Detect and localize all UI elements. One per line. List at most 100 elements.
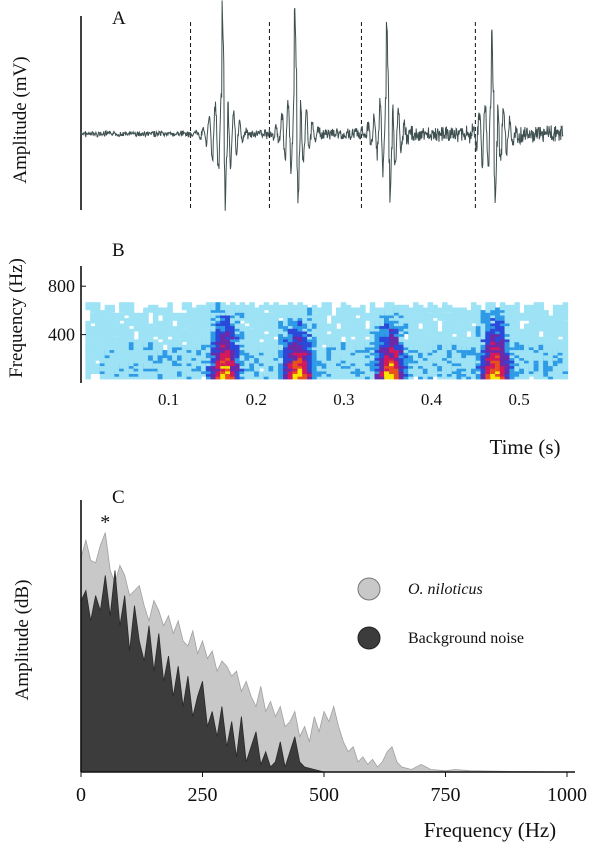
spectrogram-cell: [369, 307, 376, 316]
spectrogram-cell: [422, 366, 429, 374]
spectrogram-cell: [311, 320, 318, 329]
spectrogram-cell: [172, 326, 178, 335]
spectrogram-cell: [143, 307, 149, 316]
spectrogram-cell: [446, 360, 453, 369]
spectrogram-cell: [456, 326, 462, 335]
panel-c-ylabel: Amplitude (dB): [12, 580, 33, 701]
spectrogram-cell: [123, 318, 130, 327]
panel-b-heatmap: [85, 302, 569, 380]
spectrogram-cell: [114, 312, 120, 321]
spectrogram-cell: [557, 304, 564, 313]
spectrogram-cell: [446, 336, 453, 345]
spectrogram-cell: [451, 371, 458, 380]
spectrogram-cell: [514, 323, 520, 332]
spectrogram-cell: [258, 312, 265, 321]
spectrogram-cell: [104, 334, 111, 343]
spectrogram-cell: [374, 318, 381, 327]
spectrogram-cell: [543, 326, 549, 335]
spectrogram-cell: [196, 347, 202, 356]
spectrogram-cell: [133, 320, 140, 329]
panel-c-xticks: 0 250 500 750 1000: [76, 772, 587, 806]
spectrogram-cell: [422, 320, 429, 329]
spectrogram-cell: [95, 320, 101, 329]
spectrogram-cell: [85, 363, 91, 372]
xtick-label: 1000: [547, 784, 587, 806]
spectrogram-cell: [114, 363, 120, 372]
spectrogram-cell: [336, 315, 342, 324]
spectrogram-cell: [254, 347, 260, 356]
spectrogram-cell: [456, 339, 462, 348]
spectrogram-cell: [451, 363, 458, 372]
spectrogram-cell: [408, 320, 414, 329]
spectrogram-cell: [167, 315, 173, 324]
spectrogram-cell: [258, 304, 265, 313]
spectrogram-cell: [181, 302, 188, 311]
spectrogram-cell: [321, 315, 328, 324]
spectrogram-cell: [552, 312, 559, 321]
spectrogram-cell: [258, 326, 265, 335]
spectrogram-cell: [471, 302, 477, 311]
spectrogram-cell: [181, 318, 188, 327]
spectrogram-cell: [552, 334, 559, 343]
spectrogram-cell: [321, 336, 328, 345]
spectrogram-cell: [331, 315, 337, 324]
spectrogram-cell: [533, 312, 540, 321]
spectrogram-cell: [201, 350, 207, 359]
spectrogram-cell: [230, 302, 236, 311]
spectrogram-cell: [167, 307, 173, 316]
spectrogram-cell: [446, 350, 453, 359]
spectrogram-cell: [331, 355, 337, 364]
spectrogram-cell: [119, 302, 125, 311]
panel-b-xlabel: Time (s): [490, 435, 561, 459]
spectrogram-cell: [307, 307, 313, 316]
spectrogram-cell: [369, 334, 376, 343]
spectrogram-cell: [490, 302, 496, 311]
spectrogram-cell: [278, 304, 284, 313]
spectrogram-cell: [418, 312, 424, 321]
spectrogram-cell: [369, 320, 376, 329]
spectrogram-cell: [162, 307, 168, 316]
spectrogram-cell: [85, 331, 91, 340]
spectrogram-cell: [533, 307, 540, 316]
spectrogram-cell: [138, 342, 144, 351]
spectrogram-cell: [326, 323, 332, 332]
spectrogram-cell: [287, 310, 294, 319]
spectrogram-cell: [437, 342, 443, 351]
spectrogram-cell: [143, 352, 149, 361]
spectrogram-cell: [408, 328, 414, 337]
spectrogram-cell: [345, 339, 352, 348]
spectrogram-cell: [418, 328, 424, 337]
spectrogram-cell: [552, 304, 559, 313]
spectrogram-cell: [499, 302, 506, 311]
spectrogram-cell: [326, 366, 332, 374]
spectrogram-cell: [191, 326, 197, 335]
panel-c-area-background-noise: [80, 570, 325, 773]
spectrogram-cell: [273, 318, 279, 327]
spectrogram-cell: [340, 347, 347, 356]
spectrogram-cell: [355, 331, 361, 340]
spectrogram-cell: [528, 363, 535, 372]
panel-c: C Amplitude (dB) 0 250 500 750 1000 * Freque…: [12, 487, 587, 842]
spectrogram-cell: [292, 304, 299, 313]
spectrogram-cell: [543, 320, 549, 329]
spectrogram-cell: [109, 368, 115, 377]
spectrogram-cell: [95, 315, 101, 324]
spectrogram-cell: [196, 304, 202, 313]
spectrogram-cell: [191, 347, 197, 356]
spectrogram-cell: [471, 326, 477, 335]
spectrogram-cell: [442, 302, 448, 311]
spectrogram-cell: [143, 360, 149, 369]
spectrogram-cell: [258, 342, 265, 351]
spectrogram-cell: [268, 326, 274, 335]
spectrogram-cell: [533, 336, 540, 345]
spectrogram-cell: [340, 342, 347, 351]
spectrogram-cell: [418, 350, 424, 359]
spectrogram-cell: [177, 318, 183, 327]
spectrogram-cell: [109, 342, 115, 351]
spectrogram-cell: [181, 366, 188, 374]
spectrogram-cell: [254, 307, 260, 316]
spectrogram-cell: [413, 318, 419, 327]
spectrogram-cell: [336, 342, 342, 351]
spectrogram-cell: [148, 304, 154, 313]
spectrogram-cell: [167, 347, 173, 356]
